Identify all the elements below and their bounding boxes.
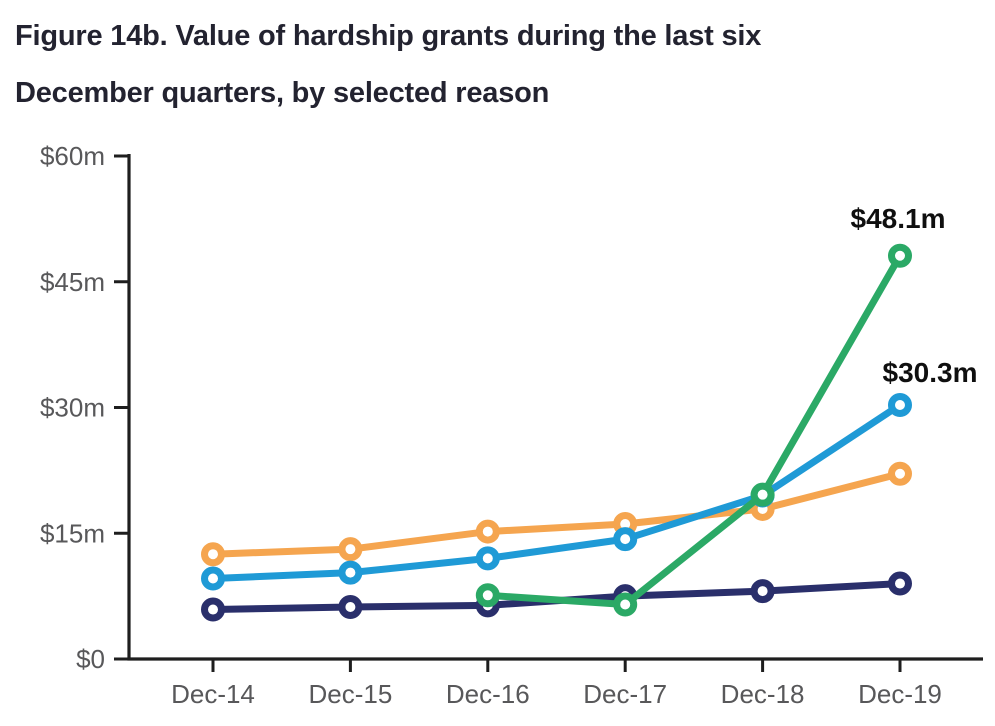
orange-series-marker xyxy=(201,542,225,567)
green-series-marker xyxy=(475,583,500,608)
chart-title-line-2: December quarters, by selected reason xyxy=(15,77,550,109)
orange-series-marker xyxy=(888,461,912,486)
x-tick-label: Dec-16 xyxy=(446,679,530,709)
blue-series-marker xyxy=(201,566,225,591)
blue-series-marker xyxy=(338,560,363,585)
green-series-marker xyxy=(613,592,638,617)
navy-series-marker xyxy=(201,597,225,622)
orange-series-marker xyxy=(475,519,500,544)
x-tick-label: Dec-19 xyxy=(858,679,942,709)
chart-title-line-1: Figure 14b. Value of hardship grants dur… xyxy=(15,20,762,52)
blue-series-marker xyxy=(888,392,912,417)
navy-series-marker xyxy=(750,579,775,604)
y-tick-label: $0 xyxy=(76,644,105,674)
orange-series-line xyxy=(209,470,904,558)
y-tick-label: $30m xyxy=(40,393,105,423)
green-series-marker xyxy=(750,482,775,507)
orange-series-marker xyxy=(338,537,363,562)
x-tick-label: Dec-15 xyxy=(308,679,392,709)
navy-series-marker xyxy=(338,595,363,620)
y-tick-label: $60m xyxy=(40,141,105,171)
blue-series-value-annotation: $30.3m xyxy=(883,357,978,388)
blue-series-line xyxy=(209,401,904,583)
y-tick-label: $15m xyxy=(40,518,105,548)
green-series-value-annotation: $48.1m xyxy=(851,203,946,234)
x-tick-label: Dec-17 xyxy=(583,679,667,709)
blue-series-marker xyxy=(613,527,638,552)
x-tick-label: Dec-18 xyxy=(721,679,805,709)
green-series-marker xyxy=(888,243,912,268)
x-tick-label: Dec-14 xyxy=(171,679,255,709)
chart-title: Figure 14b. Value of hardship grants dur… xyxy=(15,8,965,122)
navy-series-marker xyxy=(888,571,912,596)
blue-series-marker xyxy=(475,546,500,571)
y-tick-label: $45m xyxy=(40,267,105,297)
green-series-line xyxy=(484,252,904,609)
